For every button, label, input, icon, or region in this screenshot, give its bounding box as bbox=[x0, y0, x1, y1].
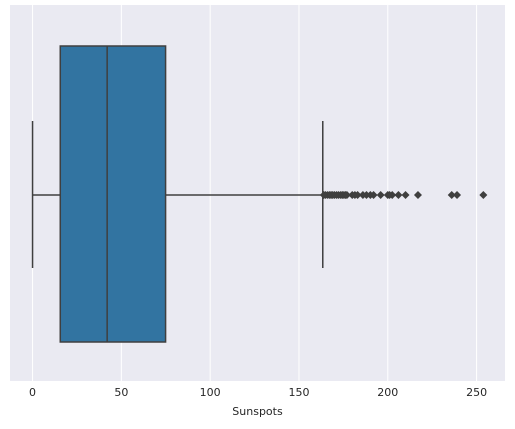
outlier-point bbox=[353, 191, 362, 199]
x-tick-label: 0 bbox=[29, 386, 36, 399]
x-tick-label: 250 bbox=[466, 386, 487, 399]
outlier-point bbox=[453, 191, 462, 199]
outlier-point bbox=[369, 191, 378, 199]
iqr-box bbox=[59, 45, 167, 343]
outlier-point bbox=[447, 191, 456, 199]
outlier-point bbox=[394, 191, 403, 199]
x-axis-label: Sunspots bbox=[232, 405, 283, 418]
x-tick-label: 50 bbox=[114, 386, 128, 399]
outlier-point bbox=[376, 191, 385, 199]
x-tick-labels: 0 50 100 150 200 250 bbox=[29, 386, 487, 399]
outlier-point bbox=[342, 191, 351, 199]
outlier-point bbox=[413, 191, 422, 199]
outlier-point bbox=[388, 191, 397, 199]
x-tick-label: 200 bbox=[377, 386, 398, 399]
x-tick-label: 100 bbox=[200, 386, 221, 399]
outliers-group bbox=[319, 191, 488, 199]
x-tick-label: 150 bbox=[288, 386, 309, 399]
outlier-point bbox=[401, 191, 410, 199]
outlier-point bbox=[479, 191, 488, 199]
